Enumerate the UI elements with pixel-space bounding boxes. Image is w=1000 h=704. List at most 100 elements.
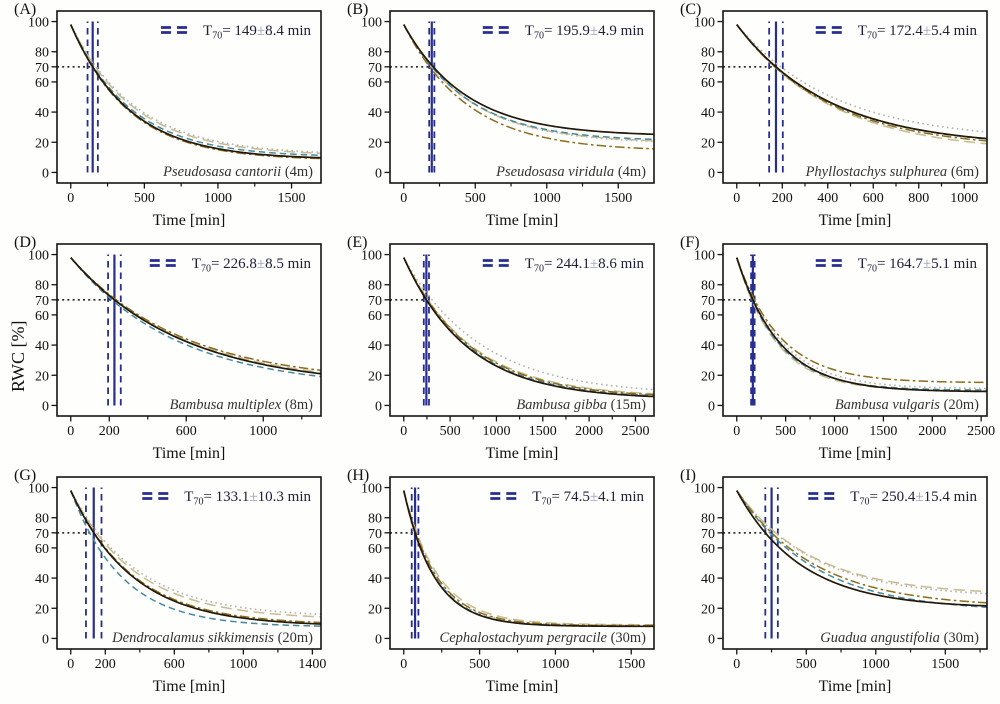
y-tick-label: 100 — [28, 249, 49, 264]
x-tick-label: 0 — [733, 657, 740, 672]
species-label: Guadua angustifolia (30m) — [820, 630, 979, 646]
t70-text: T70= 226.8±8.5 min — [192, 256, 312, 275]
y-tick-label: 60 — [368, 309, 382, 324]
species-label: Cephalostachyum pergracile (30m) — [440, 630, 647, 646]
x-tick-label: 1000 — [533, 191, 561, 206]
curves-group — [735, 257, 987, 393]
curve-tan-longdash — [403, 490, 654, 626]
curve-teal-dashed — [70, 24, 321, 157]
y-tick-label: 60 — [701, 76, 715, 91]
plot-frame — [56, 10, 322, 184]
species-label: Bambusa vulgaris (20m) — [835, 397, 979, 413]
y-axis-label: RWC [%] — [8, 320, 28, 393]
x-axis-title: Time [min] — [153, 678, 226, 695]
x-tick-label: 2500 — [621, 424, 649, 439]
y-tick-label: 20 — [35, 602, 49, 617]
t70-text: T70= 244.1±8.6 min — [525, 256, 645, 275]
t70-text: T70= 195.9±4.9 min — [525, 23, 645, 42]
y-tick-label: 60 — [701, 309, 715, 324]
curve-olive-dashdot — [736, 24, 987, 142]
panel-I: (I) 0 500 1000 1500 0 20 40 60 70 80 100 Time [min] G… — [666, 466, 1000, 700]
curves-group — [736, 24, 987, 145]
species-label: Bambusa multiplex (8m) — [170, 397, 314, 413]
curve-olive-dashdot — [70, 257, 321, 372]
y-tick-label: 80 — [701, 46, 715, 61]
x-tick-label: 500 — [469, 657, 490, 672]
x-axis-title: Time [min] — [819, 445, 892, 462]
plot-frame — [722, 10, 988, 184]
curve-tan-longdash — [70, 24, 321, 155]
y-tick-label: 80 — [701, 279, 715, 294]
x-tick-label: 1000 — [541, 657, 569, 672]
y-tick-label: 70 — [35, 61, 49, 76]
y-tick-label: 100 — [28, 16, 49, 31]
plot-frame — [389, 476, 655, 650]
x-axis-title: Time [min] — [153, 212, 226, 229]
x-tick-label: 400 — [817, 191, 838, 206]
x-tick-label: 1500 — [604, 191, 632, 206]
y-tick-label: 100 — [694, 249, 715, 264]
x-tick-label: 600 — [164, 657, 185, 672]
curve-gray-dotted — [402, 490, 654, 627]
x-tick-label: 2000 — [918, 424, 946, 439]
species-label: Pseudosasa viridula (4m) — [495, 164, 646, 180]
curve-black-solid — [69, 24, 321, 159]
curve-olive-dashdot — [70, 24, 321, 160]
curve-olive-dashdot — [70, 490, 321, 624]
y-tick-label: 40 — [701, 106, 715, 121]
y-tick-label: 70 — [368, 294, 382, 309]
y-tick-label: 80 — [368, 279, 382, 294]
y-tick-label: 60 — [35, 76, 49, 91]
curve-teal-dashed — [403, 257, 654, 397]
x-tick-label: 1000 — [204, 191, 232, 206]
y-tick-label: 20 — [368, 369, 382, 384]
x-tick-label: 0 — [733, 191, 740, 206]
panel-letter: (G) — [14, 467, 37, 484]
x-axis-title: Time [min] — [486, 445, 559, 462]
y-tick-label: 100 — [694, 482, 715, 497]
curves-group — [69, 24, 321, 160]
y-tick-label: 40 — [368, 106, 382, 121]
y-tick-label: 70 — [701, 61, 715, 76]
x-tick-label: 0 — [67, 191, 74, 206]
panel-B: (B) 0 500 1000 1500 0 20 40 60 70 80 100 Time [min] P… — [333, 0, 666, 233]
x-axis-title: Time [min] — [819, 212, 892, 229]
x-tick-label: 0 — [400, 424, 407, 439]
x-tick-label: 500 — [796, 657, 817, 672]
panel-E: (E) 0 500 1000 1500 2000 2500 0 20 40 60 70 80 100 Tim… — [333, 233, 666, 466]
y-tick-label: 0 — [42, 166, 49, 181]
panel-G: (G) 0 200 600 1000 1400 0 20 40 60 70 80 100 Time [mi… — [0, 466, 333, 700]
panel-letter: (C) — [680, 1, 702, 18]
t70-text: T70= 250.4±15.4 min — [850, 489, 977, 508]
y-tick-label: 80 — [701, 512, 715, 527]
y-tick-label: 60 — [35, 309, 49, 324]
x-tick-label: 500 — [440, 424, 461, 439]
curve-olive-dashdot — [403, 490, 654, 627]
x-tick-label: 1000 — [950, 191, 978, 206]
y-tick-label: 20 — [368, 136, 382, 151]
y-tick-label: 100 — [361, 482, 382, 497]
x-tick-label: 0 — [400, 657, 407, 672]
x-tick-label: 2000 — [575, 424, 603, 439]
panel-letter: (D) — [14, 234, 37, 251]
y-tick-label: 0 — [42, 399, 49, 414]
curve-black-solid — [70, 257, 321, 375]
t70-text: T70= 149±8.4 min — [203, 23, 311, 42]
x-tick-label: 1500 — [529, 424, 557, 439]
curve-olive-dashdot — [736, 257, 987, 384]
x-axis-title: Time [min] — [486, 678, 559, 695]
y-tick-label: 40 — [701, 339, 715, 354]
y-tick-label: 70 — [35, 527, 49, 542]
x-tick-label: 800 — [908, 191, 929, 206]
y-tick-label: 70 — [35, 294, 49, 309]
x-axis-title: Time [min] — [486, 212, 559, 229]
curve-tan-longdash — [70, 490, 321, 618]
panel-letter: (H) — [347, 467, 370, 484]
x-tick-label: 500 — [465, 191, 486, 206]
curves-group — [402, 490, 654, 628]
